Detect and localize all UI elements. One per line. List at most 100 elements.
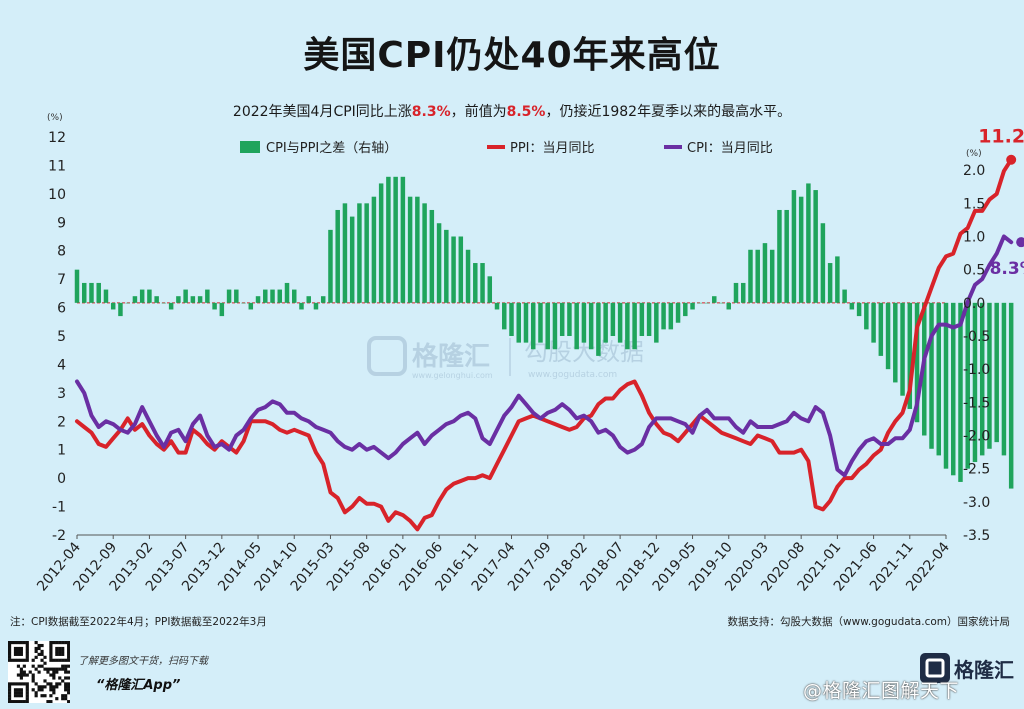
qr-cell: [43, 661, 47, 665]
qr-cell: [49, 682, 53, 686]
diff-bar: [176, 296, 181, 303]
diff-bar: [849, 302, 855, 310]
diff-bar: [270, 289, 275, 303]
qr-cell: [46, 700, 50, 703]
qr-cell: [58, 676, 62, 680]
qr-cell: [67, 688, 70, 692]
qr-cell: [40, 664, 44, 668]
qr-cell: [43, 685, 47, 689]
diff-bar: [632, 302, 637, 350]
right-tick-label: 0.0: [963, 296, 985, 312]
qr-cell: [16, 641, 21, 645]
diff-bar: [444, 229, 449, 303]
qr-cell: [67, 646, 70, 651]
diff-bar: [675, 302, 681, 323]
qr-code-icon[interactable]: [8, 641, 70, 703]
diff-bar: [502, 302, 507, 330]
promo-app-name: “格隆汇App”: [96, 678, 181, 693]
right-tick-label: -2.5: [963, 462, 990, 478]
qr-cell: [16, 673, 21, 677]
qr-cell: [49, 646, 53, 651]
axes-layer: 1211109876543210-1-2(%)2.01.51.00.50.0-0…: [34, 113, 990, 594]
diff-bar: [798, 196, 804, 303]
qr-cell: [13, 649, 18, 654]
subtitle-text-3: ，仍接近1982年夏季以来的最高水平。: [545, 104, 792, 120]
qr-cell: [46, 667, 50, 671]
qr-cell: [58, 641, 62, 645]
qr-cell: [61, 649, 65, 654]
promo-text: 了解更多图文干货，扫码下载: [78, 656, 208, 667]
qr-cell: [64, 658, 68, 662]
diff-bar: [103, 289, 109, 303]
page-title: 美国CPI仍处40年来高位: [303, 35, 721, 76]
diff-bar: [190, 296, 196, 303]
qr-cell: [55, 697, 59, 701]
qr-cell: [37, 646, 41, 651]
diff-bar: [871, 302, 876, 343]
qr-cell: [25, 652, 29, 656]
qr-cell: [31, 673, 35, 677]
right-tick-label: -0.5: [963, 329, 990, 345]
legend-swatch-diff: [240, 141, 260, 153]
qr-cell: [19, 673, 23, 677]
diff-bar: [740, 282, 746, 303]
qr-cell: [61, 694, 65, 698]
qr-cell: [64, 694, 68, 698]
qr-cell: [13, 691, 18, 695]
diff-bar: [292, 289, 297, 303]
qr-cell: [64, 697, 68, 701]
cpi-end-label: 8.3%: [990, 259, 1024, 279]
qr-cell: [64, 667, 68, 671]
diff-bar: [1001, 302, 1007, 456]
qr-cell: [43, 694, 47, 698]
qr-cell: [52, 670, 56, 674]
qr-cell: [64, 688, 68, 692]
diff-bar: [400, 176, 406, 303]
diff-bar: [987, 302, 992, 449]
subtitle-text-2: ，前值为: [450, 104, 507, 120]
diff-bar: [806, 183, 811, 303]
qr-cell: [25, 694, 29, 698]
diff-bar: [885, 302, 891, 370]
qr-cell: [49, 643, 53, 648]
qr-cell: [37, 688, 41, 692]
qr-cell: [19, 676, 23, 680]
qr-cell: [25, 688, 29, 692]
qr-cell: [49, 652, 53, 656]
qr-cell: [61, 667, 65, 671]
left-tick-label: 7: [57, 272, 66, 288]
cpi-end-point: [1016, 237, 1024, 248]
qr-cell: [67, 652, 70, 656]
diff-bar: [342, 203, 348, 303]
qr-cell: [67, 649, 70, 654]
qr-cell: [58, 652, 62, 656]
qr-cell: [34, 691, 38, 695]
diff-bar: [979, 302, 985, 456]
diff-bar: [328, 229, 333, 303]
diff-bar: [661, 302, 666, 330]
qr-cell: [19, 652, 23, 656]
qr-cell: [61, 646, 65, 651]
diff-bar: [755, 249, 760, 303]
qr-cell: [16, 658, 21, 662]
qr-cell: [64, 682, 68, 686]
diff-bar: [559, 302, 565, 336]
diff-bar: [284, 282, 290, 303]
qr-cell: [49, 688, 53, 692]
qr-cell: [34, 649, 38, 654]
qr-cell: [55, 652, 59, 656]
qr-cell: [67, 658, 70, 662]
left-tick-label: 10: [48, 187, 66, 203]
qr-cell: [19, 658, 23, 662]
left-tick-label: 5: [57, 329, 66, 345]
diff-bar: [364, 203, 369, 303]
diff-bar: [936, 302, 942, 456]
watermark: 格隆汇 www.gelonghui.com 勾股大数据 www.gogudata…: [367, 336, 644, 380]
diff-bar: [567, 302, 572, 336]
qr-cell: [52, 691, 56, 695]
qr-cell: [52, 688, 56, 692]
qr-cell: [28, 670, 32, 674]
diff-bar: [509, 302, 514, 336]
right-axis-unit: (%): [966, 149, 982, 159]
diff-bar: [552, 302, 558, 350]
